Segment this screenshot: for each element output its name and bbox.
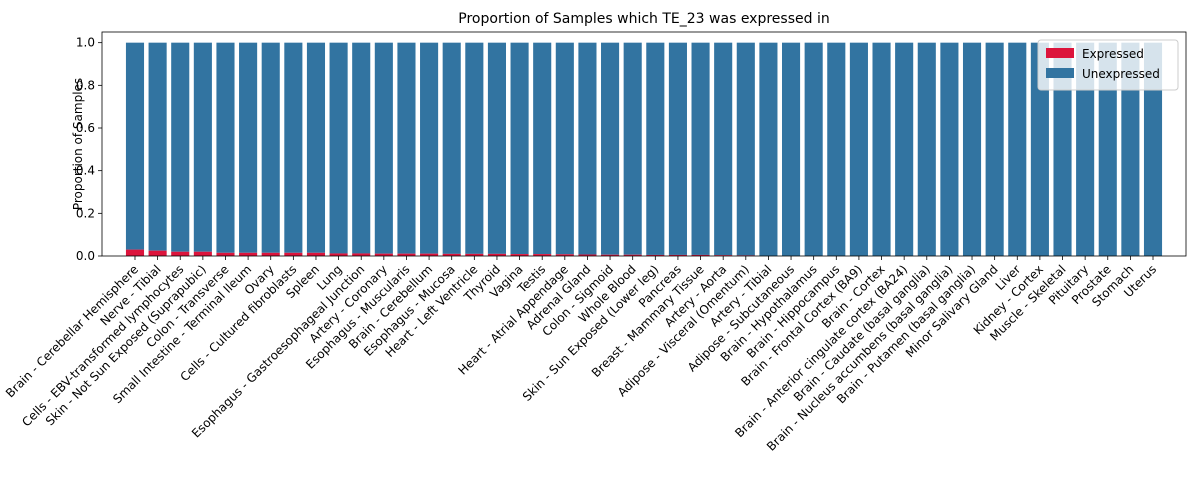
bar-unexpressed — [872, 42, 891, 256]
bar-unexpressed — [827, 42, 846, 256]
bar-unexpressed — [533, 42, 552, 255]
bar-unexpressed — [895, 42, 914, 256]
bar-unexpressed — [849, 42, 868, 256]
bar-expressed — [239, 252, 258, 256]
bar-unexpressed — [442, 42, 461, 254]
bar-unexpressed — [555, 42, 574, 255]
bar-expressed — [148, 250, 167, 256]
bar-expressed — [420, 253, 439, 256]
bar-unexpressed — [216, 42, 235, 253]
bar-expressed — [465, 253, 484, 256]
bar-unexpressed — [352, 42, 371, 254]
bar-unexpressed — [962, 42, 982, 256]
bar-unexpressed — [1121, 42, 1140, 256]
bar-unexpressed — [465, 42, 484, 254]
bar-unexpressed — [1143, 42, 1163, 256]
y-tick-label: 0.4 — [76, 164, 95, 178]
bar-unexpressed — [171, 42, 190, 252]
bar-expressed — [216, 252, 235, 256]
bar-unexpressed — [623, 42, 642, 255]
bar-expressed — [578, 254, 597, 256]
y-axis-label: Proportion of Samples — [71, 78, 85, 210]
bar-unexpressed — [397, 42, 416, 254]
bar-unexpressed — [668, 42, 687, 255]
legend-swatch-expressed — [1046, 48, 1074, 58]
legend-label-unexpressed: Unexpressed — [1082, 67, 1160, 81]
bar-expressed — [171, 251, 190, 256]
y-tick-label: 1.0 — [76, 36, 95, 50]
bar-expressed — [668, 254, 687, 256]
bar-expressed — [193, 251, 212, 256]
bar-expressed — [397, 253, 416, 256]
bar-expressed — [623, 254, 642, 256]
bar-unexpressed — [578, 42, 597, 255]
bar-expressed — [601, 254, 620, 256]
legend-swatch-unexpressed — [1046, 68, 1074, 78]
bar-unexpressed — [1076, 42, 1095, 256]
y-tick-label: 0.6 — [76, 121, 95, 135]
bar-expressed — [487, 253, 507, 256]
bar-unexpressed — [261, 42, 280, 253]
bar-unexpressed — [601, 42, 620, 255]
bar-unexpressed — [510, 42, 529, 255]
bar-unexpressed — [374, 42, 393, 254]
bar-unexpressed — [714, 42, 733, 256]
y-tick-label: 0.8 — [76, 78, 95, 92]
bar-expressed — [555, 254, 574, 256]
bar-expressed — [510, 254, 529, 256]
bar-unexpressed — [985, 42, 1004, 256]
bar-expressed — [374, 253, 393, 256]
bar-unexpressed — [1008, 42, 1027, 256]
bar-unexpressed — [691, 42, 710, 255]
bar-unexpressed — [1098, 42, 1117, 256]
bar-unexpressed — [148, 42, 167, 251]
bar-unexpressed — [759, 42, 778, 256]
legend-label-expressed: Expressed — [1082, 47, 1144, 61]
bar-unexpressed — [781, 42, 801, 256]
bar-unexpressed — [329, 42, 348, 254]
plot-frame — [101, 31, 1187, 257]
bar-expressed — [646, 254, 665, 256]
bar-unexpressed — [646, 42, 665, 255]
bar-unexpressed — [284, 42, 303, 253]
bar-expressed — [261, 252, 280, 256]
bar-expressed — [306, 252, 326, 256]
y-tick-label: 0.0 — [76, 249, 95, 263]
bar-expressed — [329, 253, 348, 256]
bar-expressed — [284, 252, 303, 256]
bar-expressed — [125, 249, 145, 256]
y-tick-label: 0.2 — [76, 206, 95, 220]
bar-expressed — [533, 254, 552, 256]
bar-unexpressed — [1030, 42, 1049, 256]
bar-expressed — [352, 253, 371, 256]
bar-unexpressed — [487, 42, 507, 254]
bar-unexpressed — [125, 42, 145, 250]
legend: Expressed Unexpressed — [1037, 39, 1179, 91]
bar-unexpressed — [193, 42, 212, 252]
bar-expressed — [691, 254, 710, 256]
bar-unexpressed — [239, 42, 258, 253]
bar-expressed — [442, 253, 461, 256]
bar-unexpressed — [736, 42, 755, 256]
bar-unexpressed — [306, 42, 326, 253]
bar-unexpressed — [940, 42, 959, 256]
bar-unexpressed — [1053, 42, 1072, 256]
bar-expressed — [714, 255, 733, 256]
bar-unexpressed — [804, 42, 823, 256]
bar-unexpressed — [420, 42, 439, 254]
chart-title: Proportion of Samples which TE_23 was ex… — [458, 11, 829, 27]
bar-unexpressed — [917, 42, 936, 256]
